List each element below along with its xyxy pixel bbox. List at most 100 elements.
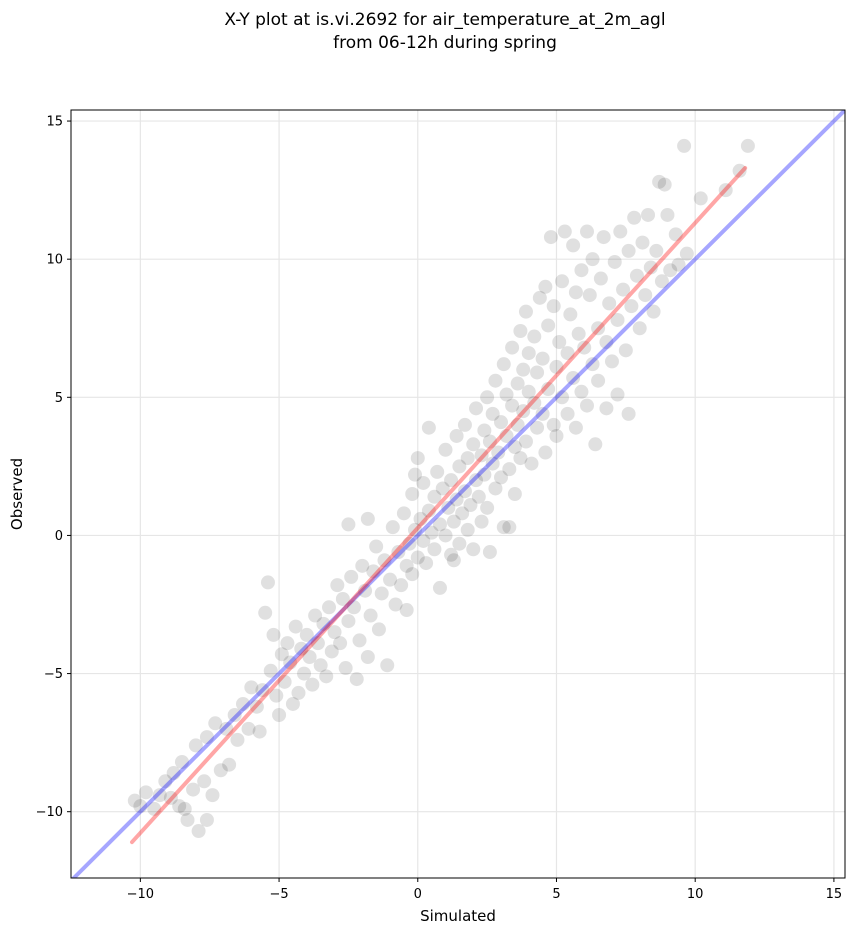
scatter-point bbox=[460, 451, 475, 466]
scatter-point bbox=[266, 627, 281, 642]
scatter-point bbox=[466, 542, 481, 557]
scatter-point bbox=[513, 451, 528, 466]
scatter-points bbox=[127, 138, 755, 839]
scatter-point bbox=[518, 304, 533, 319]
scatter-point bbox=[394, 578, 409, 593]
scatter-point bbox=[632, 321, 647, 336]
scatter-point bbox=[505, 398, 520, 413]
scatter-point bbox=[679, 246, 694, 261]
scatter-point bbox=[677, 138, 692, 153]
scatter-point bbox=[438, 528, 453, 543]
scatter-point bbox=[249, 699, 264, 714]
scatter-point bbox=[341, 614, 356, 629]
scatter-point bbox=[297, 666, 312, 681]
identity-line bbox=[71, 110, 845, 878]
scatter-point bbox=[496, 357, 511, 372]
scatter-point bbox=[602, 296, 617, 311]
scatter-point bbox=[385, 520, 400, 535]
scatter-point bbox=[599, 401, 614, 416]
scatter-point bbox=[222, 757, 237, 772]
scatter-point bbox=[208, 716, 223, 731]
scatter-point bbox=[305, 677, 320, 692]
y-tick-label: 10 bbox=[46, 253, 63, 268]
scatter-point bbox=[499, 387, 514, 402]
scatter-point bbox=[557, 224, 572, 239]
scatter-point bbox=[444, 473, 459, 488]
scatter-point bbox=[285, 696, 300, 711]
x-tick-label: −5 bbox=[269, 887, 288, 902]
scatter-point bbox=[466, 437, 481, 452]
scatter-point bbox=[405, 567, 420, 582]
scatter-point bbox=[399, 603, 414, 618]
scatter-point bbox=[432, 580, 447, 595]
scatter-point bbox=[374, 586, 389, 601]
scatter-point bbox=[604, 354, 619, 369]
scatter-point bbox=[555, 390, 570, 405]
scatter-point bbox=[269, 688, 284, 703]
scatter-point bbox=[474, 514, 489, 529]
x-tick-label: 10 bbox=[687, 887, 704, 902]
scatter-point bbox=[241, 721, 256, 736]
scatter-point bbox=[618, 343, 633, 358]
scatter-point bbox=[371, 622, 386, 637]
scatter-point bbox=[319, 669, 334, 684]
scatter-point bbox=[260, 575, 275, 590]
scatter-point bbox=[660, 207, 675, 222]
scatter-point bbox=[452, 536, 467, 551]
scatter-point bbox=[582, 288, 597, 303]
scatter-point bbox=[494, 470, 508, 485]
scatter-point bbox=[283, 655, 298, 670]
scatter-point bbox=[197, 774, 212, 789]
scatter-point bbox=[549, 359, 564, 374]
scatter-point bbox=[469, 473, 484, 488]
scatter-point bbox=[172, 799, 187, 814]
scatter-point bbox=[469, 401, 484, 416]
scatter-point bbox=[629, 268, 644, 283]
scatter-point bbox=[521, 384, 536, 399]
scatter-point bbox=[280, 636, 295, 651]
scatter-point bbox=[391, 545, 406, 560]
scatter-point bbox=[455, 506, 470, 521]
scatter-point bbox=[419, 556, 434, 571]
scatter-point bbox=[147, 801, 162, 816]
scatter-point bbox=[346, 600, 361, 615]
scatter-point bbox=[380, 658, 395, 673]
scatter-point bbox=[133, 799, 148, 814]
scatter-point bbox=[657, 177, 672, 192]
scatter-point bbox=[532, 290, 547, 305]
scatter-point bbox=[494, 415, 508, 430]
y-tick-label: −10 bbox=[36, 805, 63, 820]
scatter-point bbox=[480, 500, 495, 515]
scatter-point bbox=[449, 428, 464, 443]
scatter-point bbox=[591, 321, 606, 336]
scatter-point bbox=[360, 511, 375, 526]
scatter-point bbox=[541, 318, 556, 333]
scatter-point bbox=[410, 550, 425, 565]
scatter-point bbox=[627, 210, 642, 225]
scatter-point bbox=[485, 406, 500, 421]
scatter-point bbox=[444, 547, 459, 562]
y-tick-label: 5 bbox=[55, 391, 63, 406]
scatter-point bbox=[463, 498, 478, 513]
scatter-point bbox=[430, 464, 445, 479]
scatter-point bbox=[205, 788, 220, 803]
scatter-point bbox=[302, 649, 317, 664]
scatter-point bbox=[613, 224, 628, 239]
scatter-point bbox=[524, 456, 539, 471]
scatter-point bbox=[488, 373, 503, 388]
scatter-point bbox=[291, 685, 306, 700]
scatter-point bbox=[333, 636, 348, 651]
scatter-point bbox=[505, 340, 520, 355]
scatter-point bbox=[471, 489, 486, 504]
scatter-point bbox=[574, 263, 589, 278]
scatter-point bbox=[491, 445, 506, 460]
scatter-point bbox=[363, 608, 378, 623]
scatter-point bbox=[355, 558, 370, 573]
scatter-point bbox=[535, 351, 550, 366]
scatter-point bbox=[219, 721, 234, 736]
scatter-point bbox=[496, 520, 511, 535]
scatter-point bbox=[732, 163, 747, 178]
scatter-point bbox=[421, 420, 436, 435]
scatter-point bbox=[538, 445, 553, 460]
